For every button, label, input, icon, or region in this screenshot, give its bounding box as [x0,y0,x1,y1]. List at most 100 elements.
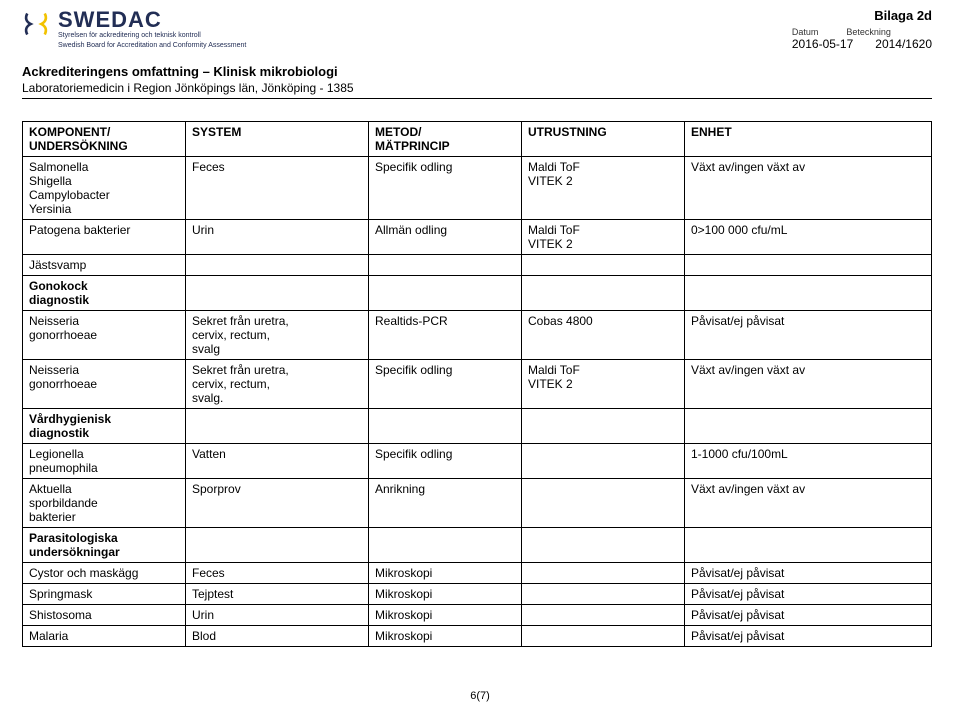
table-cell: Realtids-PCR [369,311,522,360]
column-header: KOMPONENT/UNDERSÖKNING [23,122,186,157]
attachment-label: Bilaga 2d [792,8,932,23]
table-cell: Specifik odling [369,360,522,409]
table-row: LegionellapneumophilaVattenSpecifik odli… [23,444,932,479]
table-row: SalmonellaShigellaCampylobacterYersiniaF… [23,157,932,220]
logo-sub2: Swedish Board for Accreditation and Conf… [58,42,246,50]
table-row: NeisseriagonorrhoeaeSekret från uretra,c… [23,360,932,409]
table-cell [685,409,932,444]
table-cell [522,444,685,479]
table-cell: Maldi ToFVITEK 2 [522,360,685,409]
table-cell [369,276,522,311]
table-cell [685,528,932,563]
table-cell [369,409,522,444]
table-cell: Aktuellasporbildandebakterier [23,479,186,528]
page-subtitle: Laboratoriemedicin i Region Jönköpings l… [22,81,932,99]
table-row: Parasitologiskaundersökningar [23,528,932,563]
table-cell: Neisseriagonorrhoeae [23,360,186,409]
page: Bilaga 2d Datum Beteckning 2016-05-17 20… [0,0,960,714]
table-cell: SalmonellaShigellaCampylobacterYersinia [23,157,186,220]
table-cell [522,409,685,444]
table-cell: Cobas 4800 [522,311,685,360]
table-cell: Urin [186,605,369,626]
table-row: Jästsvamp [23,255,932,276]
table-cell: Patogena bakterier [23,220,186,255]
table-row: Gonokockdiagnostik [23,276,932,311]
table-cell: Specifik odling [369,444,522,479]
table-cell: Vatten [186,444,369,479]
table-row: NeisseriagonorrhoeaeSekret från uretra,c… [23,311,932,360]
table-cell: Mikroskopi [369,563,522,584]
column-header: METOD/MÄTPRINCIP [369,122,522,157]
table-row: Patogena bakterierUrinAllmän odlingMaldi… [23,220,932,255]
table-header-row: KOMPONENT/UNDERSÖKNINGSYSTEMMETOD/MÄTPRI… [23,122,932,157]
column-header: ENHET [685,122,932,157]
table-cell [186,255,369,276]
table-cell: Specifik odling [369,157,522,220]
table-cell [522,528,685,563]
table-cell [522,605,685,626]
logo-brand: SWEDAC [58,10,246,30]
table-cell [522,584,685,605]
table-cell: Sporprov [186,479,369,528]
table-cell: Gonokockdiagnostik [23,276,186,311]
table-cell: Växt av/ingen växt av [685,360,932,409]
table-cell [186,528,369,563]
table-cell: Växt av/ingen växt av [685,157,932,220]
table-cell [186,409,369,444]
table-cell: Blod [186,626,369,647]
table-cell: Allmän odling [369,220,522,255]
table-cell: Parasitologiskaundersökningar [23,528,186,563]
table-cell: Växt av/ingen växt av [685,479,932,528]
table-cell [522,276,685,311]
table-cell: Vårdhygieniskdiagnostik [23,409,186,444]
table-cell: Sekret från uretra,cervix, rectum,svalg. [186,360,369,409]
table-cell: Feces [186,157,369,220]
table-cell: Legionellapneumophila [23,444,186,479]
accreditation-table: KOMPONENT/UNDERSÖKNINGSYSTEMMETOD/MÄTPRI… [22,121,932,647]
meta-values: 2016-05-17 2014/1620 [792,37,932,51]
logo-icon [22,10,50,38]
table-cell: Mikroskopi [369,626,522,647]
table-row: AktuellasporbildandebakterierSporprovAnr… [23,479,932,528]
table-cell: Påvisat/ej påvisat [685,311,932,360]
table-cell: Neisseriagonorrhoeae [23,311,186,360]
table-cell: Påvisat/ej påvisat [685,563,932,584]
table-cell: Feces [186,563,369,584]
table-cell [369,255,522,276]
column-header: UTRUSTNING [522,122,685,157]
date-label: Datum [792,27,819,37]
table-row: MalariaBlodMikroskopi Påvisat/ej påvisat [23,626,932,647]
table-cell [186,276,369,311]
table-cell [522,479,685,528]
reference-label: Beteckning [846,27,891,37]
table-cell: Cystor och maskägg [23,563,186,584]
table-row: Cystor och maskäggFecesMikroskopi Påvisat… [23,563,932,584]
table-cell: Tejptest [186,584,369,605]
table-cell: Malaria [23,626,186,647]
date-value: 2016-05-17 [792,37,853,51]
table-cell: 0>100 000 cfu/mL [685,220,932,255]
page-number: 6(7) [0,690,960,702]
table-row: ShistosomaUrinMikroskopiPåvisat/ej påvis… [23,605,932,626]
table-cell: Shistosoma [23,605,186,626]
table-row: Vårdhygieniskdiagnostik [23,409,932,444]
table-cell [685,276,932,311]
table-cell [369,528,522,563]
table-cell [522,626,685,647]
reference-value: 2014/1620 [875,37,932,51]
table-row: SpringmaskTejptestMikroskopiPåvisat/ej p… [23,584,932,605]
logo-text: SWEDAC Styrelsen för ackreditering och t… [58,10,246,50]
page-title: Ackrediteringens omfattning – Klinisk mi… [22,64,932,79]
meta-labels: Datum Beteckning [792,27,932,37]
table-cell: Sekret från uretra,cervix, rectum,svalg [186,311,369,360]
column-header: SYSTEM [186,122,369,157]
table-cell: 1-1000 cfu/100mL [685,444,932,479]
table-cell: Mikroskopi [369,605,522,626]
header-meta: Bilaga 2d Datum Beteckning 2016-05-17 20… [792,8,932,51]
table-cell [685,255,932,276]
table-head: KOMPONENT/UNDERSÖKNINGSYSTEMMETOD/MÄTPRI… [23,122,932,157]
table-cell: Urin [186,220,369,255]
table-cell: Påvisat/ej påvisat [685,626,932,647]
table-cell: Mikroskopi [369,584,522,605]
table-cell: Maldi ToFVITEK 2 [522,220,685,255]
